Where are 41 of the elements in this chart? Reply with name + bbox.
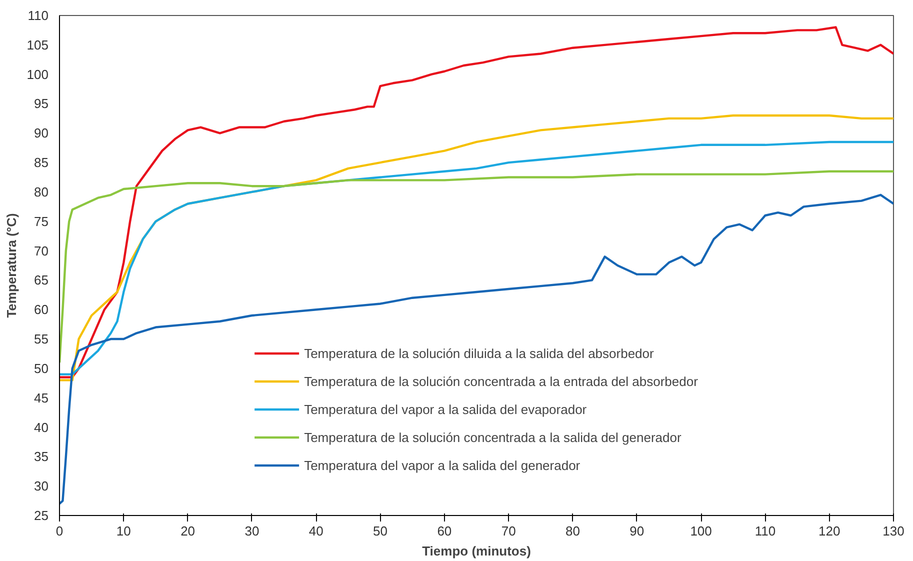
legend-label: Temperatura de la solución concentrada a la salida del generador	[304, 430, 682, 444]
x-tick-label: 10	[116, 524, 131, 538]
y-tick-label: 25	[34, 508, 49, 523]
x-tick-label: 100	[690, 524, 712, 538]
x-tick-label: 90	[630, 524, 644, 538]
y-tick-label: 40	[34, 420, 49, 435]
x-tick-label: 70	[501, 524, 516, 538]
y-tick-label: 70	[34, 243, 49, 258]
y-tick-label: 85	[34, 155, 49, 170]
x-tick-label: 80	[566, 524, 580, 538]
y-tick-label: 65	[34, 272, 49, 288]
legend-label: Temperatura de la solución diluida a la salida del absorbedor	[304, 346, 654, 360]
x-tick-label: 40	[308, 524, 324, 538]
y-tick-label: 100	[26, 66, 49, 82]
y-tick-label: 80	[34, 184, 49, 200]
y-axis-title: Temperatura (°C)	[4, 213, 19, 318]
y-tick-label: 50	[34, 360, 49, 376]
line-series	[60, 170, 894, 364]
x-tick-label: 20	[180, 524, 196, 538]
y-tick-label: 95	[34, 96, 49, 112]
legend-label: Temperatura del vapor a la salida del evaporador	[304, 402, 587, 416]
legend-label: Temperatura del vapor a la salida del generador	[304, 458, 580, 472]
y-tick-label: 110	[28, 8, 49, 23]
x-tick-label: 30	[244, 524, 260, 538]
y-tick-label: 105	[26, 37, 49, 52]
y-tick-label: 35	[34, 449, 49, 464]
x-tick-label: 130	[882, 524, 904, 538]
y-tick-label: 75	[34, 214, 49, 229]
x-tick-label: 0	[56, 524, 64, 538]
y-tick-label: 30	[34, 478, 49, 494]
legend-label: Temperatura de la solución concentrada a la entrada del absorbedor	[304, 374, 698, 388]
x-tick-label: 120	[818, 524, 840, 538]
x-tick-label: 110	[754, 524, 776, 538]
x-axis-title: Tiempo (minutos)	[422, 544, 531, 558]
x-tick-label: 50	[373, 524, 388, 538]
x-tick-label: 60	[437, 524, 452, 538]
line-series	[60, 194, 894, 505]
y-tick-label: 60	[34, 302, 49, 318]
y-tick-label: 90	[34, 126, 49, 141]
y-tick-label: 55	[34, 332, 49, 347]
y-tick-label: 45	[34, 390, 49, 406]
